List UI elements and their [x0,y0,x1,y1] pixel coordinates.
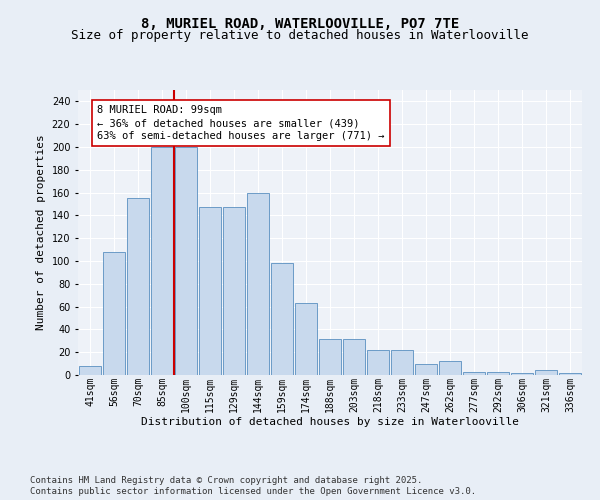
Text: 8 MURIEL ROAD: 99sqm
← 36% of detached houses are smaller (439)
63% of semi-deta: 8 MURIEL ROAD: 99sqm ← 36% of detached h… [97,105,385,141]
Bar [295,303,317,375]
X-axis label: Distribution of detached houses by size in Waterlooville: Distribution of detached houses by size … [141,417,519,427]
Text: 8, MURIEL ROAD, WATERLOOVILLE, PO7 7TE: 8, MURIEL ROAD, WATERLOOVILLE, PO7 7TE [141,18,459,32]
Bar [367,350,389,375]
Y-axis label: Number of detached properties: Number of detached properties [36,134,46,330]
Text: Size of property relative to detached houses in Waterlooville: Size of property relative to detached ho… [71,29,529,42]
Bar [511,372,533,375]
Bar [391,350,413,375]
Bar [559,372,581,375]
Bar [79,366,101,375]
Bar [223,208,245,375]
Bar [151,147,173,375]
Bar [127,198,149,375]
Bar [487,372,509,375]
Bar [247,192,269,375]
Bar [319,338,341,375]
Bar [535,370,557,375]
Text: Contains HM Land Registry data © Crown copyright and database right 2025.: Contains HM Land Registry data © Crown c… [30,476,422,485]
Bar [463,372,485,375]
Bar [199,208,221,375]
Bar [175,147,197,375]
Bar [103,252,125,375]
Text: Contains public sector information licensed under the Open Government Licence v3: Contains public sector information licen… [30,487,476,496]
Bar [439,362,461,375]
Bar [343,338,365,375]
Bar [271,264,293,375]
Bar [415,364,437,375]
